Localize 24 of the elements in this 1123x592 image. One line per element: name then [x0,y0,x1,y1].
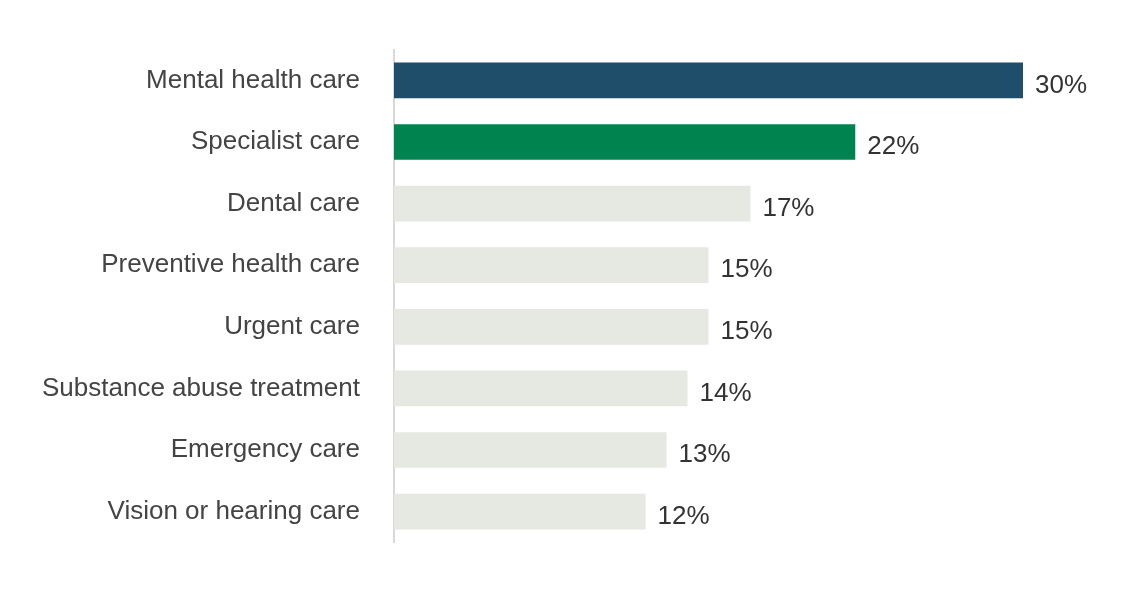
bar [393,370,688,407]
data-label: 15% [720,253,773,284]
bar [393,493,646,530]
data-label: 12% [657,499,710,530]
data-label: 15% [720,314,773,345]
bar [393,185,751,222]
y-tick-label: Substance abuse treatment [42,371,361,402]
y-tick-label: Specialist care [190,125,360,156]
data-label: 14% [699,376,752,407]
bar [393,308,709,345]
y-tick-label: Urgent care [224,309,360,340]
y-tick-label: Preventive health care [101,248,360,279]
data-label: 13% [678,438,731,469]
y-tick-label: Vision or hearing care [107,494,360,525]
data-label: 30% [1035,68,1088,99]
bar [393,62,1023,99]
y-tick-label: Emergency care [170,433,360,464]
bar [393,124,856,160]
data-label: 17% [762,191,815,222]
data-label: 22% [867,130,920,161]
y-tick-label: Dental care [227,186,360,217]
bar [393,432,667,468]
y-tick-label: Mental health care [146,63,360,94]
bar [393,247,709,284]
